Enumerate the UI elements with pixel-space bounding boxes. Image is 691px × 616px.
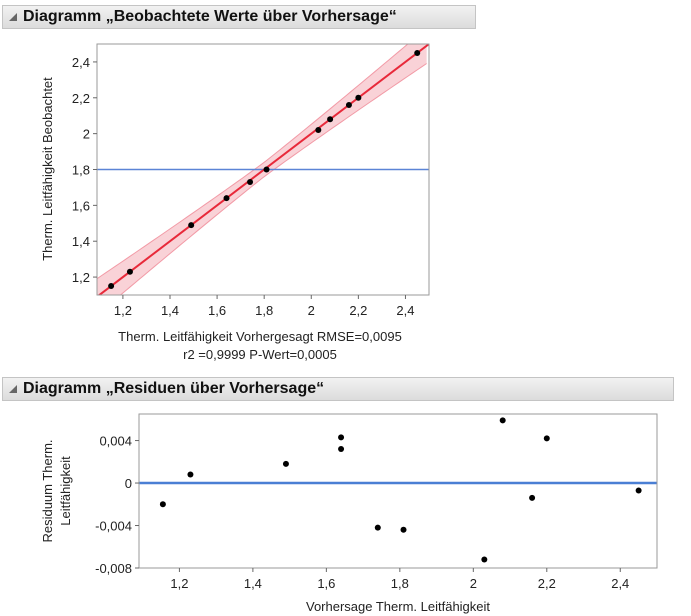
y-axis-label: Residuum Therm. xyxy=(40,439,55,542)
residuals-vs-predicted-header[interactable]: Diagramm „Residuen über Vorhersage“ xyxy=(2,377,674,401)
disclosure-triangle-icon[interactable] xyxy=(9,385,17,393)
residual-point xyxy=(499,417,506,424)
y-tick-label: 1,6 xyxy=(72,198,90,213)
y-axis-label-line2: Leitfähigkeit xyxy=(58,456,73,526)
data-point xyxy=(108,283,115,290)
data-point xyxy=(223,195,230,202)
residual-point xyxy=(635,487,642,494)
y-tick-label: 1,2 xyxy=(72,270,90,285)
residual-point xyxy=(338,446,345,453)
y-tick-label: -0,004 xyxy=(95,519,132,534)
observed-vs-predicted-title: Diagramm „Beobachtete Werte über Vorhers… xyxy=(23,8,397,25)
data-point xyxy=(327,116,334,123)
x-tick-label: 1,4 xyxy=(244,576,262,591)
y-tick-label: 1,4 xyxy=(72,234,90,249)
y-tick-label: 2,4 xyxy=(72,55,90,70)
y-tick-label: 2 xyxy=(83,127,90,142)
residual-point xyxy=(400,526,407,533)
residual-point xyxy=(159,501,166,508)
y-tick-label: 0 xyxy=(125,476,132,491)
residual-point xyxy=(187,471,194,478)
disclosure-triangle-icon[interactable] xyxy=(9,13,17,21)
x-tick-label: 1,8 xyxy=(391,576,409,591)
data-point xyxy=(126,268,133,275)
residuals-vs-predicted-title: Diagramm „Residuen über Vorhersage“ xyxy=(23,380,325,397)
x-tick-label: 1,6 xyxy=(208,303,226,318)
x-tick-label: 1,6 xyxy=(317,576,335,591)
plot-frame xyxy=(138,413,658,569)
x-tick-label: 2,2 xyxy=(349,303,367,318)
data-point xyxy=(414,49,421,56)
data-point xyxy=(315,127,322,134)
y-axis-label: Therm. Leitfähigkeit Beobachtet xyxy=(40,77,55,261)
data-point xyxy=(247,179,254,186)
x-tick-label: 2 xyxy=(470,576,477,591)
x-tick-label: 1,2 xyxy=(114,303,132,318)
plot-background xyxy=(139,414,657,568)
residual-point xyxy=(338,434,345,441)
observed-vs-predicted-header[interactable]: Diagramm „Beobachtete Werte über Vorhers… xyxy=(2,5,476,29)
residual-point xyxy=(529,494,536,501)
data-point xyxy=(355,94,362,101)
residual-point xyxy=(543,435,550,442)
residual-point xyxy=(374,524,381,531)
y-tick-label: 1,8 xyxy=(72,163,90,178)
residual-point xyxy=(282,460,289,467)
data-point xyxy=(188,222,195,229)
x-tick-label: 2,2 xyxy=(538,576,556,591)
y-tick-label: 2,2 xyxy=(72,91,90,106)
x-tick-label: 1,4 xyxy=(161,303,179,318)
x-axis-label: Therm. Leitfähigkeit Vorhergesagt RMSE=0… xyxy=(118,329,402,344)
y-tick-label: 0,004 xyxy=(99,434,132,449)
confidence-band-lower-edge xyxy=(119,63,427,295)
data-point xyxy=(345,101,352,108)
x-axis-label: Vorhersage Therm. Leitfähigkeit xyxy=(306,599,490,614)
y-tick-label: -0,008 xyxy=(95,561,132,576)
x-tick-label: 2,4 xyxy=(396,303,414,318)
x-tick-label: 1,8 xyxy=(255,303,273,318)
fit-statistics-label: r2 =0,9999 P-Wert=0,0005 xyxy=(183,347,337,362)
data-point xyxy=(263,166,270,173)
fit-line xyxy=(97,44,429,295)
x-tick-label: 2,4 xyxy=(611,576,629,591)
x-tick-label: 1,2 xyxy=(170,576,188,591)
confidence-band-upper-edge xyxy=(97,44,409,280)
x-tick-label: 2 xyxy=(308,303,315,318)
residual-point xyxy=(481,556,488,563)
